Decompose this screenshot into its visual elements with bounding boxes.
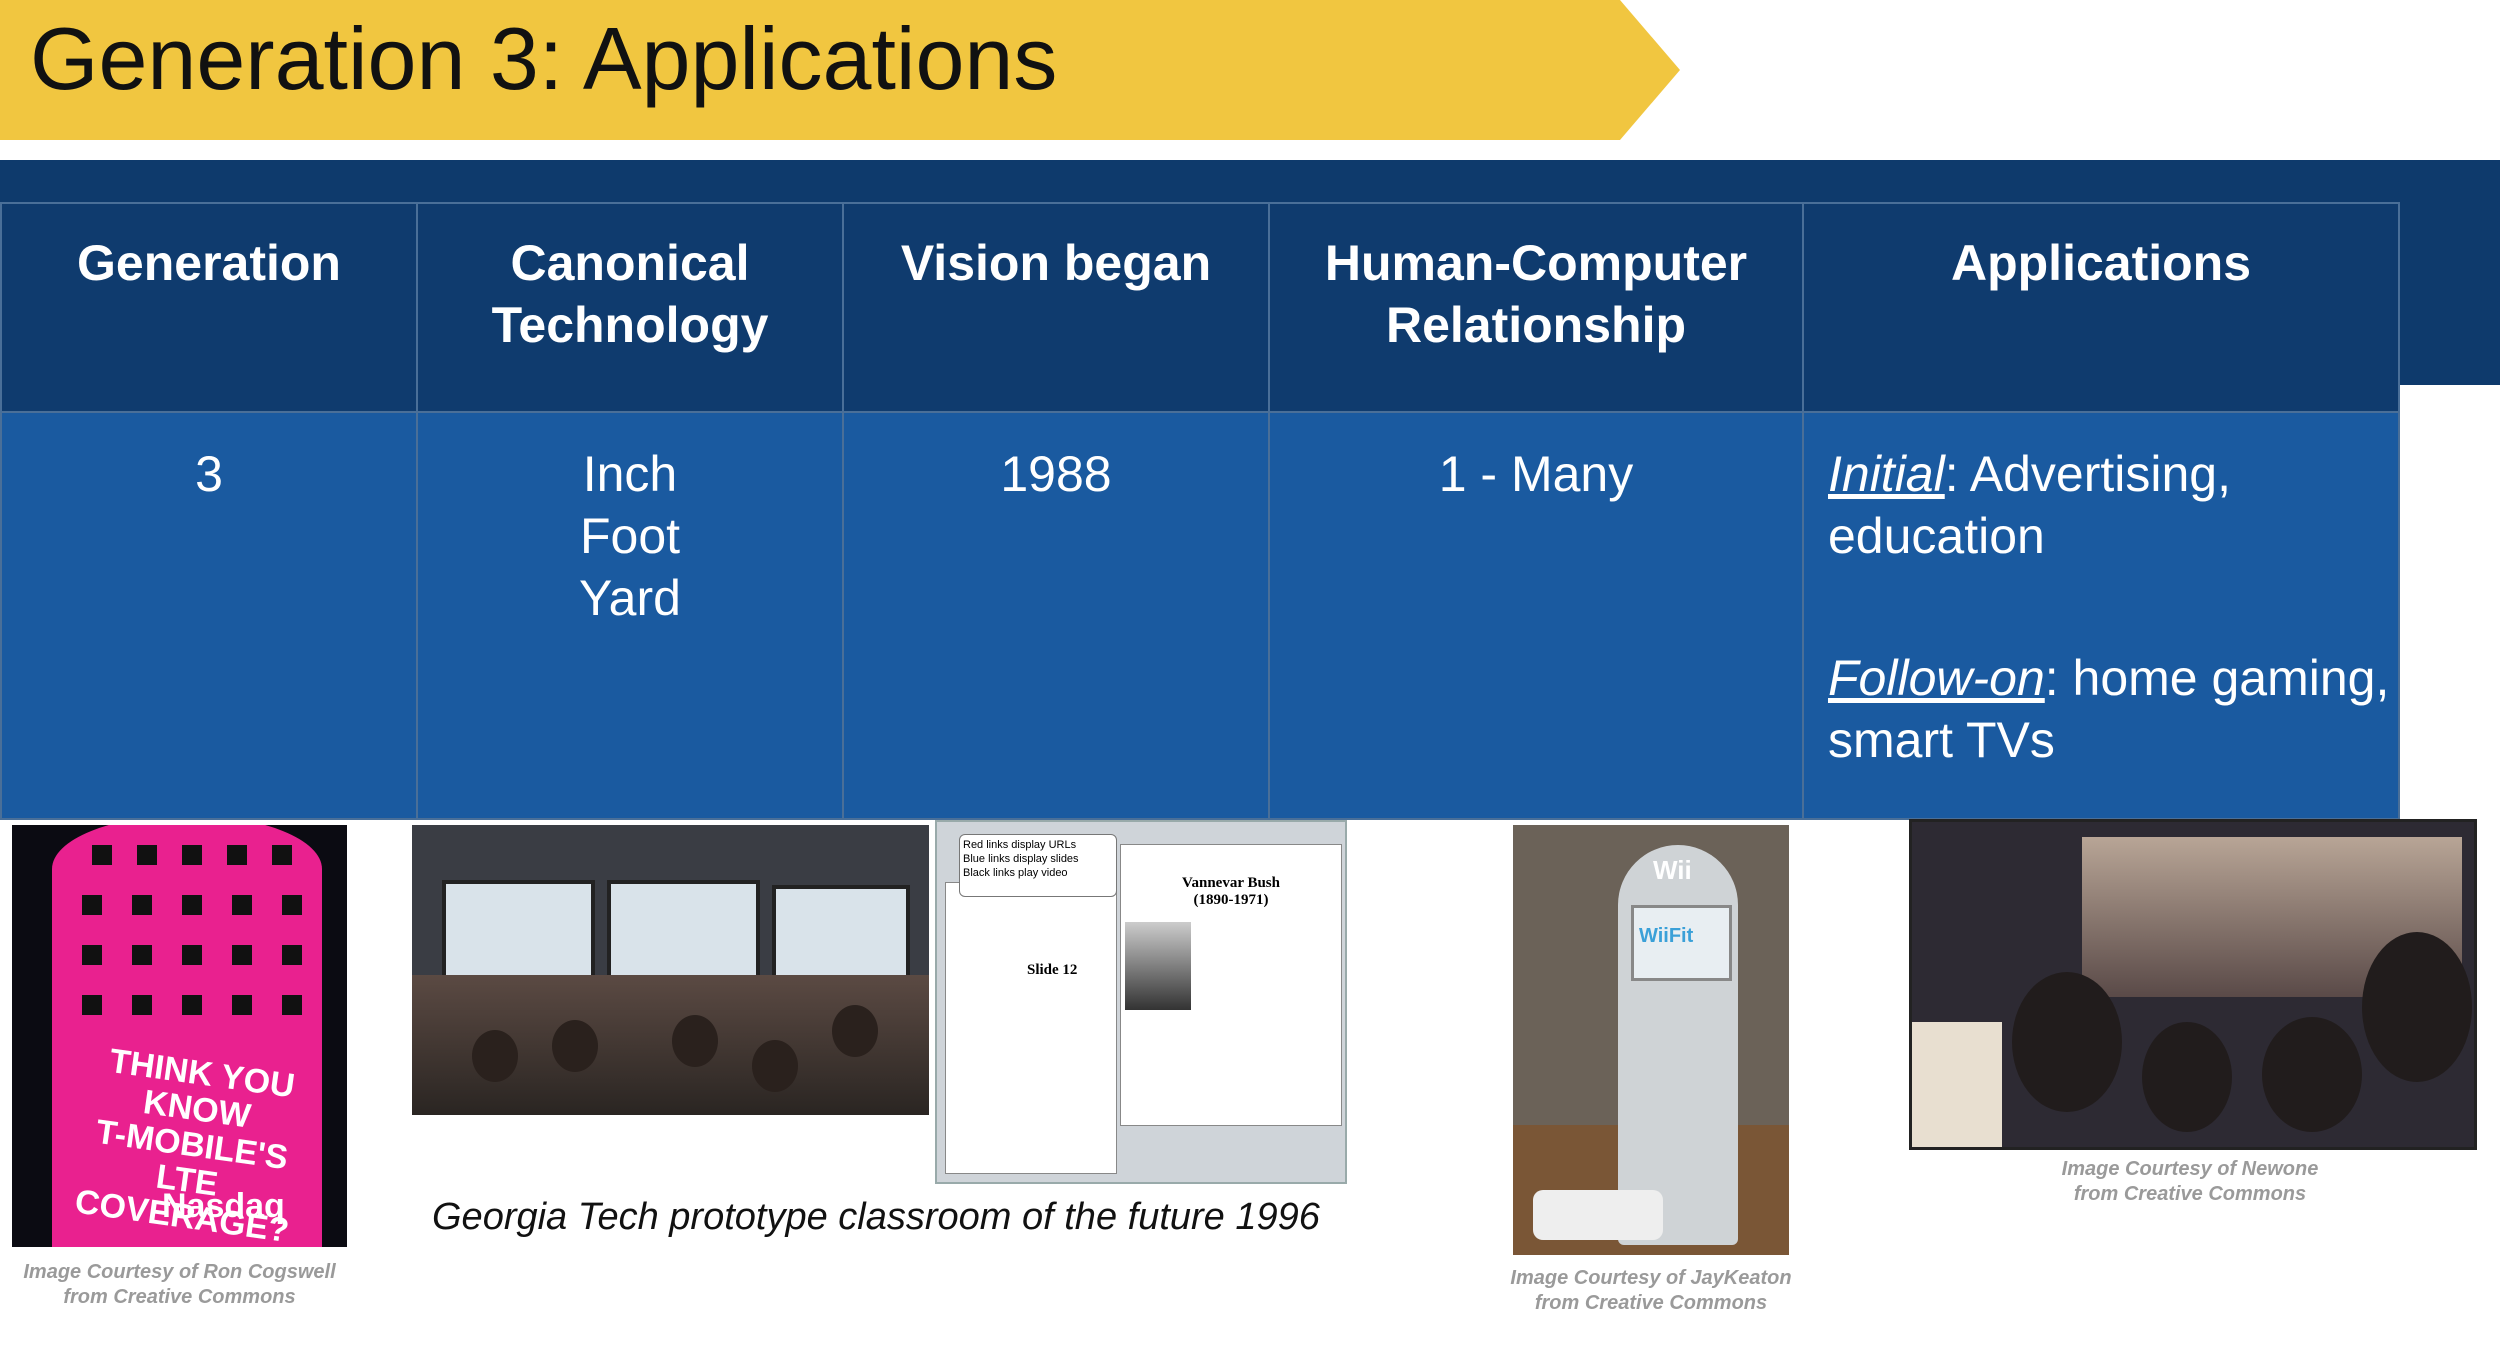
tech-foot: Foot: [579, 508, 681, 564]
header-applications: Applications: [1802, 202, 2400, 413]
tv-image-credit: Image Courtesy of Newone from Creative C…: [2061, 1158, 2319, 1205]
cell-relationship: 1 - Many: [1268, 411, 1804, 820]
tech-yard: Yard: [579, 570, 681, 626]
slide-title: Generation 3: Applications: [30, 9, 1058, 108]
wii-fit-logo: WiiFit: [1639, 925, 1694, 947]
smart-tv-family-photo: [1909, 819, 2477, 1150]
classroom-software-screenshot: Red links display URLs Blue links displa…: [935, 820, 1347, 1184]
nasdaq-logo: Nasdaq: [162, 1187, 285, 1225]
slide-label: Slide 12: [1027, 962, 1078, 978]
header-technology-line: Technology: [491, 297, 769, 353]
header-relationship: Human-Computer Relationship: [1268, 202, 1804, 413]
classroom-caption: Georgia Tech prototype classroom of the …: [432, 1196, 1320, 1238]
wii-logo: Wii: [1653, 855, 1692, 885]
header-canonical-technology: Canonical Technology: [416, 202, 844, 413]
cell-canonical-technology: Inch Foot Yard: [416, 411, 844, 820]
header-vision-began: Vision began: [842, 202, 1270, 413]
initial-text: : Advertising,: [1944, 446, 2231, 502]
initial-term: Initial: [1828, 446, 1945, 502]
bio-panel: Vannevar Bush (1890-1971): [1120, 844, 1342, 1126]
header-relationship-line1: Human-Computer: [1324, 235, 1748, 291]
cell-vision-began: 1988: [842, 411, 1270, 820]
tmobile-tower-image: THINK YOU KNOW T-MOBILE'S LTE COVERAGE? …: [12, 825, 347, 1247]
portrait-photo: [1125, 922, 1191, 1010]
followon-text: : home gaming,: [2044, 650, 2390, 706]
classroom-photo: [412, 825, 929, 1115]
table-header-row: Generation Canonical Technology Vision b…: [0, 202, 2400, 413]
table-row: 3 Inch Foot Yard 1988 1 - Many Initial: …: [0, 411, 2400, 820]
followon-text-2: smart TVs: [1828, 712, 2055, 768]
wii-image-credit: Image Courtesy of JayKeaton from Creativ…: [1510, 1267, 1792, 1314]
tmobile-image-credit: Image Courtesy of Ron Cogswell from Crea…: [23, 1261, 336, 1308]
link-legend-note: Red links display URLs Blue links displa…: [959, 834, 1117, 897]
cell-generation: 3: [0, 411, 418, 820]
cell-applications: Initial: Advertising, education Follow-o…: [1802, 411, 2400, 820]
followon-term: Follow-on: [1828, 650, 2045, 706]
header-generation: Generation: [0, 202, 418, 413]
generation-table: Generation Canonical Technology Vision b…: [0, 202, 2400, 820]
balance-board: [1533, 1190, 1663, 1240]
tech-inch: Inch: [582, 446, 678, 502]
header-relationship-line2: Relationship: [1385, 297, 1687, 353]
wii-kiosk-photo: Wii WiiFit: [1513, 825, 1789, 1255]
initial-text-2: education: [1828, 508, 2045, 564]
title-banner: [0, 0, 1680, 140]
header-canonical-line: Canonical: [510, 235, 750, 291]
